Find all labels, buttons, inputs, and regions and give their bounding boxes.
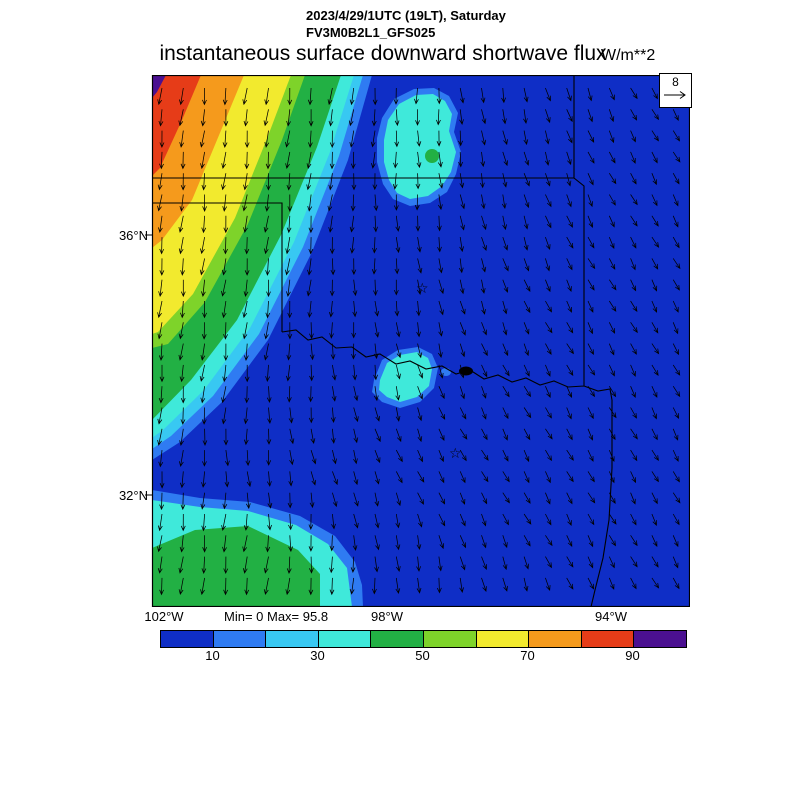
central-patch-speck [441,368,451,376]
wind-reference-arrow-icon [664,91,686,99]
colorbar-segment [318,631,372,647]
sw-lobe-green [152,526,320,607]
lon-label-98w: 98°W [371,609,403,624]
colorbar [160,630,687,648]
colorbar-tick-label: 50 [415,648,430,663]
map-canvas: ☆ ☆ [145,75,690,607]
plot-title: instantaneous surface downward shortwave… [159,42,607,65]
flux-band-80-90 [152,75,201,176]
colorbar-segment [529,631,582,647]
lat-label-36n: 36°N [118,228,148,243]
flux-field: ☆ ☆ [152,75,690,607]
lat-tick-marks [145,234,152,496]
colorbar-segment [476,631,530,647]
wind-reference-value: 8 [672,75,679,89]
flux-band-90-100 [152,75,166,98]
colorbar-segment [161,631,214,647]
colorbar-segment [371,631,424,647]
wind-reference-box: 8 [659,73,692,108]
lon-label-102w: 102°W [144,609,184,624]
lake-marker [459,366,473,376]
lon-label-94w: 94°W [595,609,627,624]
colorbar-tick-label: 90 [625,648,640,663]
model-name-line: FV3M0B2L1_GFS025 [306,25,436,40]
north-patch-cyan [384,94,456,199]
state-borders [152,75,613,607]
colorbar-segment [266,631,319,647]
wind-arrows [157,87,681,596]
city-star-north: ☆ [416,280,429,296]
city-star-south: ☆ [449,445,462,461]
lat-label-32n: 32°N [118,488,148,503]
units-label: W/m**2 [601,47,656,64]
valid-time-line: 2023/4/29/1UTC (19LT), Saturday [306,8,506,23]
colorbar-tick-label: 70 [520,648,535,663]
colorbar-segment [423,631,477,647]
colorbar-segment [634,631,686,647]
colorbar-tick-label: 30 [310,648,325,663]
colorbar-segment [213,631,267,647]
colorbar-segment [581,631,635,647]
north-patch-green-core [425,149,439,163]
minmax-label: Min= 0 Max= 95.8 [224,609,329,624]
colorbar-tick-label: 10 [205,648,220,663]
wind-vector-field [157,87,681,596]
map-frame [151,75,690,607]
